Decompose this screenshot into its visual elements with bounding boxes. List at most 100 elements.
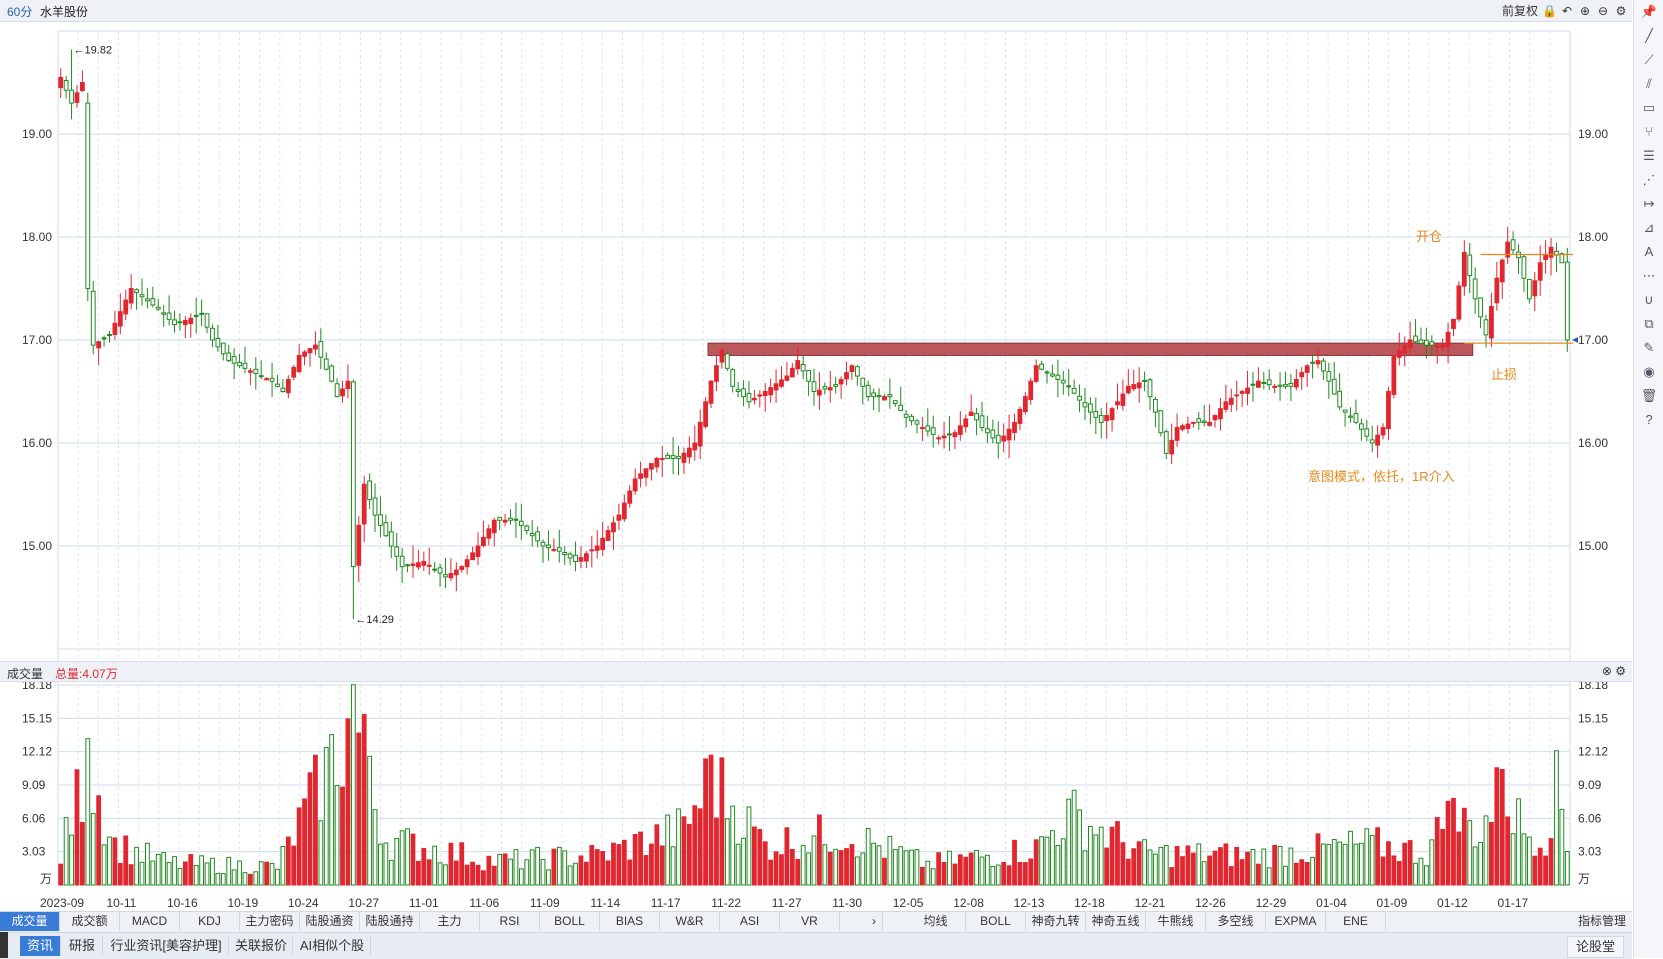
candle[interactable] [1136,367,1142,403]
indicator-tab[interactable]: W&R [660,912,720,931]
volume-bar[interactable] [746,806,752,886]
candle[interactable] [605,526,611,542]
layers-icon[interactable]: ⧉ [1644,316,1654,331]
candle[interactable] [237,353,242,369]
chart-area[interactable]: 19.00 19.00 18.00 18.00 17.00 17.00 16.00 16.00… [0,21,1632,911]
candle[interactable] [1180,423,1185,432]
volume-bar[interactable] [90,812,96,886]
volume-bar[interactable] [1337,841,1343,886]
volume-bar[interactable] [594,849,600,886]
candle[interactable] [670,437,676,475]
volume-bar[interactable] [589,845,595,886]
volume-bar[interactable] [1196,843,1202,886]
candle[interactable] [1228,388,1234,413]
candle[interactable] [1017,406,1023,431]
candle[interactable] [898,386,904,411]
candle[interactable] [470,546,475,561]
candle[interactable] [1125,369,1131,395]
volume-bar[interactable] [540,858,546,886]
volume-bar[interactable] [112,837,118,886]
volume-bar[interactable] [383,842,389,886]
candle[interactable] [215,324,221,352]
volume-bar[interactable] [1174,845,1180,886]
candle[interactable] [621,494,627,522]
volume-bar[interactable] [518,868,524,886]
volume-bar[interactable] [779,854,784,886]
volume-bar[interactable] [1028,858,1034,886]
volume-bar[interactable] [1022,862,1028,886]
volume-bar[interactable] [1082,850,1088,886]
volume-bar[interactable] [1396,861,1402,886]
candle[interactable] [394,532,400,571]
volume-bar[interactable] [909,849,914,886]
volume-bar[interactable] [1331,839,1337,886]
volume-bar[interactable] [1342,843,1348,886]
candle[interactable] [589,535,595,568]
candle[interactable] [486,524,492,546]
candle[interactable] [437,563,443,587]
volume-bar[interactable] [145,842,150,886]
volume-bar[interactable] [1120,842,1126,886]
volume-bar[interactable] [415,860,421,886]
more-icon[interactable]: ⋯ [1642,268,1656,283]
candle[interactable] [1402,336,1408,367]
candle[interactable] [226,344,232,363]
candle[interactable] [1185,416,1191,434]
volume-bar[interactable] [486,855,492,886]
magnet-icon[interactable]: ∪ [1644,292,1654,307]
volume-bar[interactable] [497,853,503,886]
volume-bar[interactable] [1423,865,1429,886]
candle[interactable] [985,415,990,444]
candle[interactable] [340,380,345,403]
candle[interactable] [871,388,877,411]
volume-bar[interactable] [437,862,443,886]
volume-bar[interactable] [887,835,893,886]
candle[interactable] [323,352,329,371]
candle[interactable] [1033,359,1039,384]
candle[interactable] [941,422,947,449]
overlay-tab[interactable]: BOLL [966,912,1026,931]
volume-bar[interactable] [535,846,541,886]
volume-bar[interactable] [1261,848,1267,886]
candle[interactable] [1440,338,1446,352]
volume-bar[interactable] [69,834,74,886]
volume-bar[interactable] [643,855,649,886]
candle[interactable] [448,558,454,582]
volume-bar[interactable] [1185,845,1191,886]
volume-bar[interactable] [768,859,774,886]
volume-bar[interactable] [1115,821,1120,886]
candle[interactable] [1223,384,1229,413]
volume-bar[interactable] [1228,866,1234,886]
candle[interactable] [583,551,589,568]
candle[interactable] [811,368,817,406]
volume-bar[interactable] [345,718,351,886]
zoom-out-icon[interactable]: ⊖ [1597,3,1609,18]
candle[interactable] [914,419,920,434]
candle[interactable] [128,274,134,310]
candle[interactable] [540,539,546,564]
bottom-tab[interactable]: 资讯 [20,936,61,956]
volume-bar[interactable] [800,844,806,886]
volume-bar[interactable] [1277,845,1283,886]
candle[interactable] [957,411,963,441]
volume-bar[interactable] [784,827,790,886]
volume-bar[interactable] [1153,853,1158,886]
bottom-tab[interactable]: 行业资讯[美容护理] [104,936,229,956]
candle[interactable] [1250,371,1256,402]
volume-bar[interactable] [529,849,535,886]
overlay-tab[interactable]: 神奇九转 [1026,912,1086,931]
candle[interactable] [497,516,503,531]
volume-bar[interactable] [930,868,936,886]
volume-bar[interactable] [1207,855,1213,886]
volume-bar[interactable] [1516,798,1521,886]
candle[interactable] [686,436,692,464]
candle[interactable] [1234,380,1240,411]
candle[interactable] [1489,292,1494,348]
volume-bar[interactable] [513,849,519,886]
volume-bar[interactable] [578,855,584,886]
candle[interactable] [1413,319,1418,344]
candle[interactable] [79,70,85,92]
indicator-tab[interactable]: 成交额 [60,912,120,931]
candle[interactable] [784,362,790,382]
candle[interactable] [789,363,795,378]
